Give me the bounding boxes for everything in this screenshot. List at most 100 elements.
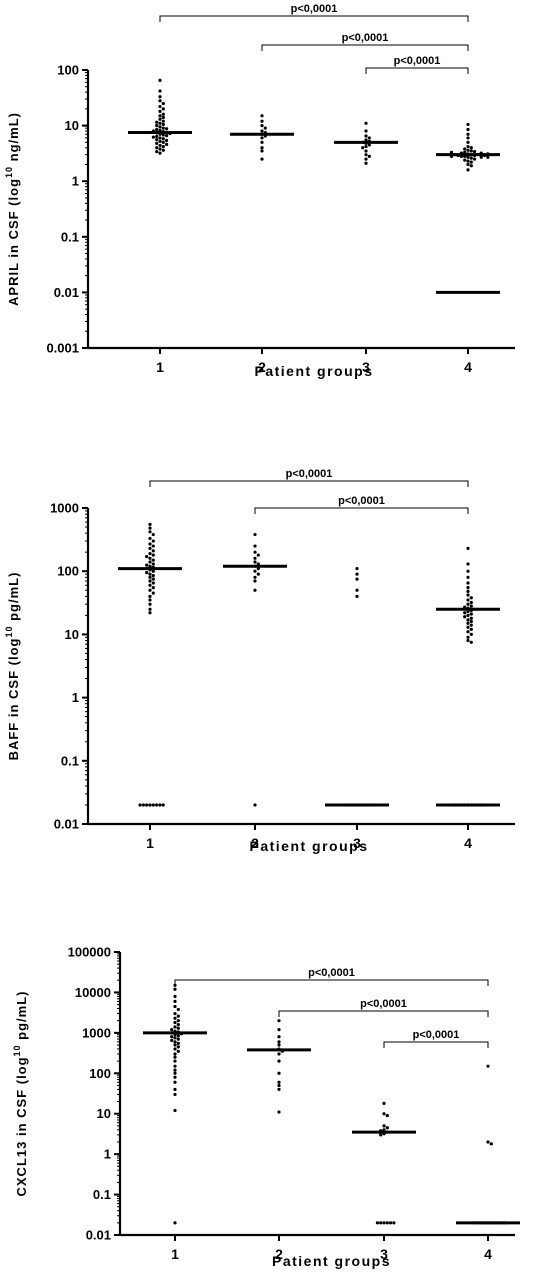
data-point-group-1	[148, 522, 152, 527]
data-point-group-2	[260, 136, 264, 140]
y-tick-label: 10	[65, 627, 79, 642]
data-point-group-1	[176, 1026, 180, 1030]
data-point-group-3	[361, 146, 365, 150]
data-point-group-1	[158, 125, 162, 129]
data-point-group-4	[463, 615, 467, 619]
y-tick-label: 1	[72, 174, 79, 189]
data-point-group-1	[155, 138, 159, 142]
data-point-group-1	[173, 1036, 177, 1040]
data-point-group-1	[161, 140, 165, 144]
x-axis-title: Patient groups	[254, 363, 373, 379]
data-point-group-4	[469, 600, 473, 605]
data-point-group-1	[173, 1059, 177, 1063]
data-point-group-4	[466, 546, 470, 550]
data-point-group-1	[151, 577, 155, 581]
data-point-group-3	[379, 1221, 383, 1225]
y-axis-title-main: CXCL13 in CSF (log	[14, 1056, 29, 1196]
data-point-group-1	[148, 572, 152, 576]
april-panel: 100 10 1 0.1 0.01 0.001 1 2 3 4 Patient groups APRI…	[4, 3, 515, 379]
data-point-group-2	[277, 1080, 281, 1084]
significance-bracket	[365, 67, 469, 74]
data-point-group-1	[176, 1034, 180, 1038]
data-point-group-4	[466, 122, 470, 127]
data-point-group-3	[385, 1221, 389, 1225]
data-point-group-4	[466, 168, 470, 172]
data-point-group-3	[355, 577, 359, 581]
significance-bracket	[159, 15, 469, 22]
data-point-group-1	[151, 574, 155, 578]
data-point-group-2	[253, 532, 257, 537]
data-point-group-1	[148, 594, 152, 598]
data-point-group-1	[148, 564, 152, 568]
data-point-group-4	[469, 146, 473, 150]
data-point-group-2	[277, 1052, 281, 1056]
data-point-group-1	[148, 611, 152, 615]
y-tick-label: 10	[65, 118, 79, 133]
data-point-group-1	[151, 553, 155, 557]
data-point-group-2	[277, 1110, 281, 1114]
data-point-group-1	[151, 135, 155, 139]
y-axis-title-sup: 10	[4, 626, 14, 638]
data-point-group-4	[469, 619, 473, 624]
y-tick-label: 0.1	[93, 1187, 111, 1202]
data-point-group-4	[466, 638, 470, 643]
data-point-group-1	[151, 532, 155, 537]
data-point-group-3	[367, 154, 371, 158]
data-point-group-1	[151, 569, 155, 573]
p-value-label: p<0,0001	[286, 468, 333, 480]
y-axis-title-sup: 10	[12, 1044, 22, 1056]
data-point-group-1	[165, 138, 169, 143]
data-point-group-1	[158, 117, 162, 121]
data-point-group-1	[151, 549, 155, 553]
data-point-group-1	[173, 1068, 177, 1072]
cxcl13-panel: 100000 10000 1000 100 10 1 0.1 0.01 1 2 3 4 Patient …	[12, 945, 520, 1269]
data-point-group-2	[263, 126, 267, 130]
y-axis-title-unit: pg/mL)	[14, 990, 29, 1044]
y-tick-label: 100	[57, 564, 79, 579]
data-point-group-1	[170, 1035, 174, 1039]
data-point-group-1	[158, 114, 162, 118]
data-point-group-1	[151, 562, 155, 566]
data-point-group-4	[466, 602, 470, 606]
data-point-group-4	[466, 635, 470, 639]
data-point-group-1	[161, 137, 165, 141]
data-point-group-1	[151, 803, 155, 807]
data-point-group-1	[151, 591, 155, 595]
y-tick-label: 100	[89, 1066, 111, 1081]
data-point-group-4	[463, 150, 467, 154]
data-point-group-1	[148, 602, 152, 606]
y-axis-title-unit: pg/mL)	[6, 572, 21, 626]
data-point-group-3	[385, 1126, 389, 1130]
data-point-group-2	[253, 588, 257, 592]
data-point-group-4	[466, 162, 470, 167]
data-point-group-3	[385, 1113, 389, 1118]
data-point-group-2	[260, 124, 264, 128]
p-value-label: p<0,0001	[308, 967, 355, 979]
data-point-group-3	[355, 588, 359, 592]
data-point-group-1	[145, 563, 149, 567]
data-point-group-3	[382, 1221, 386, 1225]
data-point-group-2	[260, 149, 264, 153]
data-point-group-1	[161, 803, 165, 807]
data-point-group-2	[260, 146, 264, 150]
data-point-group-1	[148, 579, 152, 583]
data-point-group-4	[466, 621, 470, 625]
data-point-group-1	[173, 1043, 177, 1047]
data-point-group-4	[486, 1140, 490, 1144]
data-point-group-1	[173, 1221, 177, 1225]
data-point-group-2	[256, 572, 260, 576]
y-axis-title-main: APRIL in CSF (log	[6, 178, 21, 306]
data-point-group-2	[277, 1083, 281, 1088]
data-point-group-4	[469, 623, 473, 627]
x-tick-label: 3	[380, 1246, 388, 1262]
y-tick-label: 1000	[50, 501, 79, 516]
p-value-label: p<0,0001	[413, 1029, 460, 1041]
data-point-group-1	[161, 107, 165, 111]
data-point-group-4	[466, 613, 470, 617]
data-point-group-4	[473, 150, 477, 154]
data-point-group-1	[158, 139, 162, 143]
data-point-group-1	[173, 1064, 177, 1068]
data-point-group-1	[173, 1075, 177, 1079]
data-point-group-2	[253, 579, 257, 583]
